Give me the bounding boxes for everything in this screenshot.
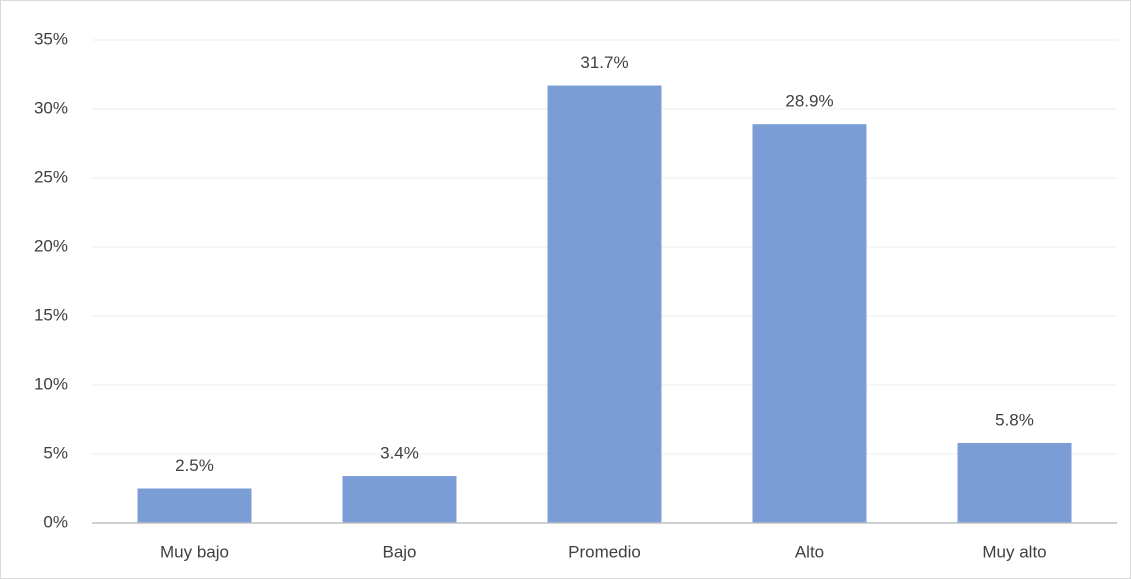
y-tick-label: 15%: [34, 305, 68, 324]
bar: [547, 85, 662, 523]
y-tick-label: 5%: [43, 443, 68, 462]
y-tick-label: 35%: [34, 29, 68, 48]
bar: [342, 476, 457, 523]
data-label: 5.8%: [995, 410, 1034, 429]
x-tick-label: Muy alto: [982, 542, 1046, 561]
x-tick-label: Muy bajo: [160, 542, 229, 561]
data-label: 3.4%: [380, 444, 419, 463]
data-label: 31.7%: [580, 53, 628, 72]
bar: [137, 488, 252, 523]
bar: [752, 124, 867, 524]
y-tick-label: 0%: [43, 512, 68, 531]
data-label: 28.9%: [785, 92, 833, 111]
y-tick-label: 30%: [34, 98, 68, 117]
data-label: 2.5%: [175, 456, 214, 475]
x-tick-label: Bajo: [382, 542, 416, 561]
x-tick-label: Alto: [795, 542, 824, 561]
bar: [957, 442, 1072, 523]
y-tick-label: 10%: [34, 374, 68, 393]
x-tick-label: Promedio: [568, 542, 641, 561]
y-tick-label: 20%: [34, 236, 68, 255]
y-tick-label: 25%: [34, 167, 68, 186]
